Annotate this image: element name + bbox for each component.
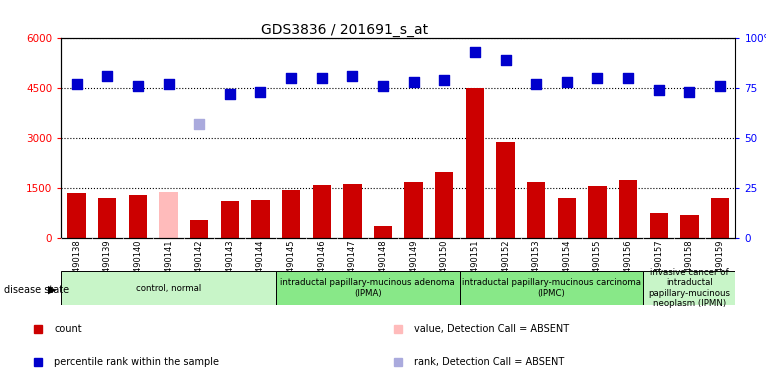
Point bbox=[561, 79, 573, 85]
Bar bbox=[61, 271, 276, 305]
Text: control, normal: control, normal bbox=[136, 283, 201, 293]
Text: value, Detection Call = ABSENT: value, Detection Call = ABSENT bbox=[414, 324, 570, 334]
Bar bbox=[466, 88, 484, 238]
Point bbox=[591, 75, 604, 81]
Point bbox=[530, 81, 542, 88]
Text: intraductal papillary-mucinous adenoma
(IPMA): intraductal papillary-mucinous adenoma (… bbox=[280, 278, 455, 298]
Bar bbox=[159, 192, 178, 238]
Point bbox=[683, 89, 696, 95]
Text: intraductal papillary-mucinous carcinoma
(IPMC): intraductal papillary-mucinous carcinoma… bbox=[462, 278, 641, 298]
Bar bbox=[558, 198, 576, 238]
Bar bbox=[313, 185, 331, 238]
Bar bbox=[190, 220, 208, 238]
Point bbox=[224, 91, 236, 98]
Point bbox=[714, 83, 726, 89]
Bar bbox=[588, 187, 607, 238]
Bar bbox=[282, 190, 300, 238]
Point bbox=[70, 81, 83, 88]
Bar bbox=[251, 200, 270, 238]
Text: disease state: disease state bbox=[4, 285, 69, 295]
Bar bbox=[129, 195, 147, 238]
Point bbox=[377, 83, 389, 89]
Bar bbox=[527, 182, 545, 238]
Bar bbox=[276, 271, 460, 305]
Point bbox=[499, 57, 512, 63]
Bar bbox=[343, 184, 362, 238]
Point bbox=[346, 73, 358, 79]
Bar bbox=[374, 227, 392, 238]
Point bbox=[622, 75, 634, 81]
Point bbox=[285, 75, 297, 81]
Text: invasive cancer of
intraductal
papillary-mucinous
neoplasm (IPMN): invasive cancer of intraductal papillary… bbox=[648, 268, 731, 308]
Point bbox=[438, 77, 450, 83]
Point bbox=[101, 73, 113, 79]
Point bbox=[132, 83, 144, 89]
Point bbox=[254, 89, 267, 95]
Bar bbox=[650, 213, 668, 238]
Point bbox=[653, 87, 665, 93]
Bar bbox=[643, 271, 735, 305]
Bar bbox=[67, 193, 86, 238]
Bar bbox=[435, 172, 453, 238]
Title: GDS3836 / 201691_s_at: GDS3836 / 201691_s_at bbox=[261, 23, 428, 37]
Bar bbox=[460, 271, 643, 305]
Text: ▶: ▶ bbox=[48, 285, 57, 295]
Bar bbox=[221, 202, 239, 238]
Point bbox=[469, 49, 481, 55]
Bar bbox=[404, 182, 423, 238]
Bar bbox=[619, 180, 637, 238]
Bar bbox=[98, 198, 116, 238]
Point bbox=[408, 79, 420, 85]
Point bbox=[316, 75, 328, 81]
Bar bbox=[711, 198, 729, 238]
Point bbox=[162, 81, 175, 88]
Text: count: count bbox=[54, 324, 82, 334]
Bar bbox=[680, 215, 699, 238]
Point bbox=[193, 121, 205, 127]
Text: percentile rank within the sample: percentile rank within the sample bbox=[54, 358, 219, 367]
Text: rank, Detection Call = ABSENT: rank, Detection Call = ABSENT bbox=[414, 358, 565, 367]
Bar bbox=[496, 142, 515, 238]
